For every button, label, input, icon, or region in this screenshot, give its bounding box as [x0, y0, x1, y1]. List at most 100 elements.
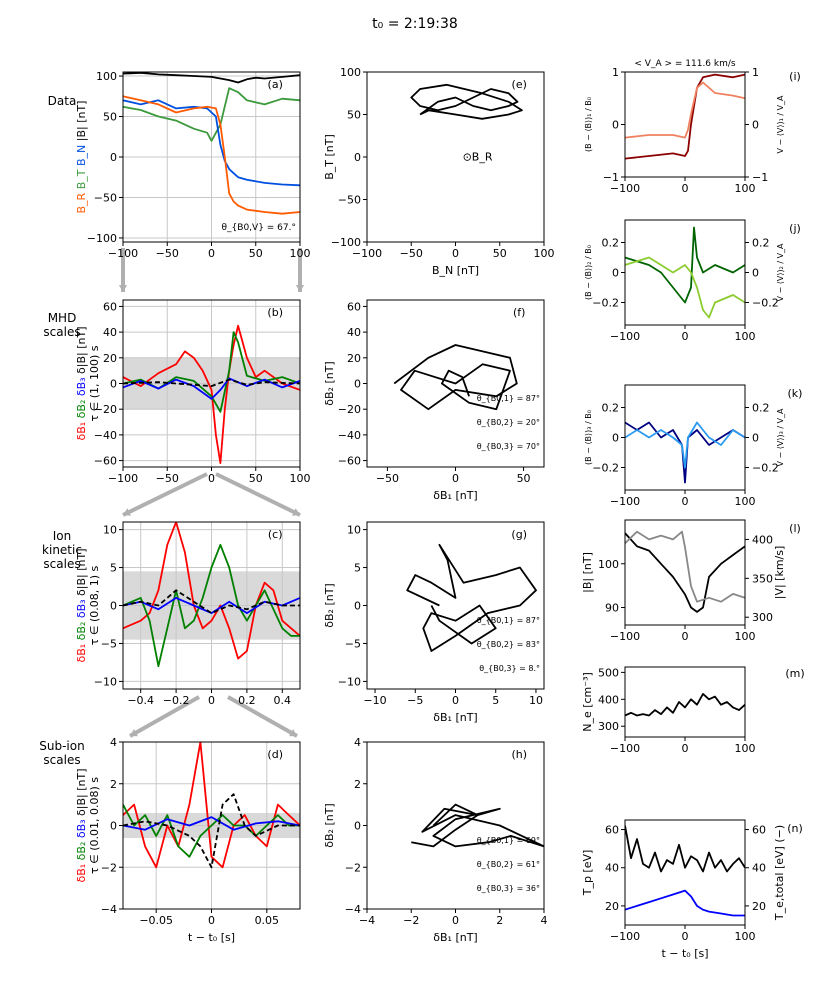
axes-frame	[624, 71, 746, 178]
x-tick-label: 100	[735, 330, 756, 343]
x-tick-label: 0	[682, 742, 689, 755]
y-tick-label: 0	[110, 600, 117, 613]
zoom-arrow-head	[130, 729, 138, 737]
axes-frame	[624, 219, 746, 326]
y-tick-label: −60	[94, 455, 117, 468]
series-group	[123, 742, 300, 869]
x-tick-label: −100	[108, 247, 138, 260]
row-label: scales	[43, 753, 80, 767]
series-line-δ|B|	[123, 589, 300, 614]
zoom-arrow	[129, 695, 200, 738]
x-tick-label: 0.4	[274, 694, 292, 707]
y-tick-label: 90	[605, 602, 619, 615]
y-tick-label: 0	[612, 119, 619, 132]
y-tick-label: 0	[110, 820, 117, 833]
y-tick-label: 40	[347, 326, 361, 339]
y-right-tick-label: −0.2	[752, 462, 779, 475]
y-tick-label: 4	[110, 736, 117, 749]
panel-annotation: θ_{B0,V} = 67.°	[222, 223, 296, 233]
y-tick-label: 5	[354, 562, 361, 575]
series-line-V3	[625, 421, 745, 469]
y-tick-label: 4	[354, 736, 361, 749]
y-tick-label: −100	[87, 232, 117, 245]
panel-label: (c)	[268, 528, 283, 541]
y-label-part: δB₃	[75, 599, 88, 621]
x-tick-label: −0.05	[139, 914, 173, 927]
zoom-arrow-head	[118, 285, 128, 292]
y-tick-label: 10	[103, 524, 117, 537]
panel-label: (g)	[511, 528, 527, 541]
y-tick-label: 0	[354, 378, 361, 391]
x-tick-label: −100	[108, 472, 138, 485]
series-group	[406, 543, 537, 652]
x-tick-label: −0.2	[163, 694, 190, 707]
theta-annotation: θ_{B0,2} = 83°	[477, 640, 540, 649]
series-line-V1	[625, 81, 745, 139]
y-tick-label: 10	[347, 524, 361, 537]
panel-j: −100 0 100 −0.2 0 0.2 −0.2 0 0.2 (j) (B − ⟨B⟩)₂ / …	[584, 219, 801, 343]
x-tick-label: −50	[156, 472, 179, 485]
series-group	[410, 83, 523, 120]
series-line-δB3	[123, 377, 300, 400]
series-line-B3	[625, 421, 745, 484]
panel-m: −100 0 100 300 400 500 (m) N_e [cm⁻³]	[581, 666, 805, 755]
series-line-T_p	[625, 889, 745, 917]
y-right-tick-label: 1	[752, 66, 759, 79]
panel-label: (f)	[513, 306, 525, 319]
x-tick-label: 0	[452, 472, 459, 485]
theta-annotation: θ_{B0,1} = 87°	[477, 616, 540, 625]
panel-label: (e)	[512, 78, 527, 91]
x-tick-label: 10	[529, 694, 543, 707]
panel-label: (m)	[785, 667, 804, 680]
x-tick-label: −100	[610, 495, 640, 508]
series-line-B_T	[123, 87, 300, 142]
y-label-part: δB₃	[75, 819, 88, 841]
y-right-tick-label: 0	[752, 432, 759, 445]
y-label-part: δ|B| [nT]	[75, 548, 88, 599]
series-line-hodogram	[411, 803, 544, 848]
y-axis-label-2: τ ∈ (0.08, 1) s	[88, 565, 101, 645]
y-tick-label: 400	[598, 693, 619, 706]
series-group	[625, 421, 745, 484]
series-line-N_e	[625, 693, 745, 717]
series-line-hodogram	[410, 83, 523, 120]
x-axis-label: B_N [nT]	[432, 264, 479, 277]
y-tick-label: 50	[103, 111, 117, 124]
y-right-tick-label: 0	[752, 267, 759, 280]
y-tick-label: 40	[605, 862, 619, 875]
y-right-axis-label: V − ⟨V⟩)₁ / V_A	[776, 95, 785, 154]
x-tick-label: 100	[735, 182, 756, 195]
x-tick-label: −10	[363, 694, 386, 707]
zoom-arrow	[215, 472, 301, 517]
y-label-part: δB₂	[75, 842, 88, 864]
theta-annotation: θ_{B0,3} = 8.°	[479, 664, 540, 673]
x-tick-label: −100	[610, 742, 640, 755]
series-group	[123, 522, 300, 668]
y-axis-label: B_T [nT]	[323, 134, 336, 180]
theta-annotation: θ_{B0,3} = 36°	[477, 884, 540, 893]
x-tick-label: 0	[682, 182, 689, 195]
axes-frame	[624, 819, 746, 926]
theta-annotation: θ_{B0,2} = 61°	[477, 860, 540, 869]
y-right-axis-label: V − ⟨V⟩)₂ / V_A	[776, 243, 785, 302]
series-group	[393, 344, 518, 411]
y-tick-label: 40	[103, 326, 117, 339]
theta-annotation: θ_{B0,3} = 70°	[477, 442, 540, 451]
panel-label: (i)	[789, 70, 801, 83]
y-tick-label: −40	[338, 429, 361, 442]
figure-title: t₀ = 2:19:38	[372, 16, 458, 32]
y-right-tick-label: 350	[752, 572, 773, 585]
y-tick-label: 0	[354, 600, 361, 613]
x-tick-label: −100	[610, 182, 640, 195]
x-tick-label: 0	[452, 914, 459, 927]
x-tick-label: 100	[735, 630, 756, 643]
y-tick-label: 20	[103, 352, 117, 365]
series-group	[625, 693, 745, 717]
x-tick-label: 100	[735, 742, 756, 755]
y-axis-label: δB₁ δB₂ δB₃ δ|B| [nT]	[75, 768, 88, 882]
y-axis-label: δB₁ δB₂ δB₃ δ|B| [nT]	[75, 326, 88, 440]
y-tick-label: −1	[603, 171, 619, 184]
row-label: Sub-ion	[39, 739, 84, 753]
